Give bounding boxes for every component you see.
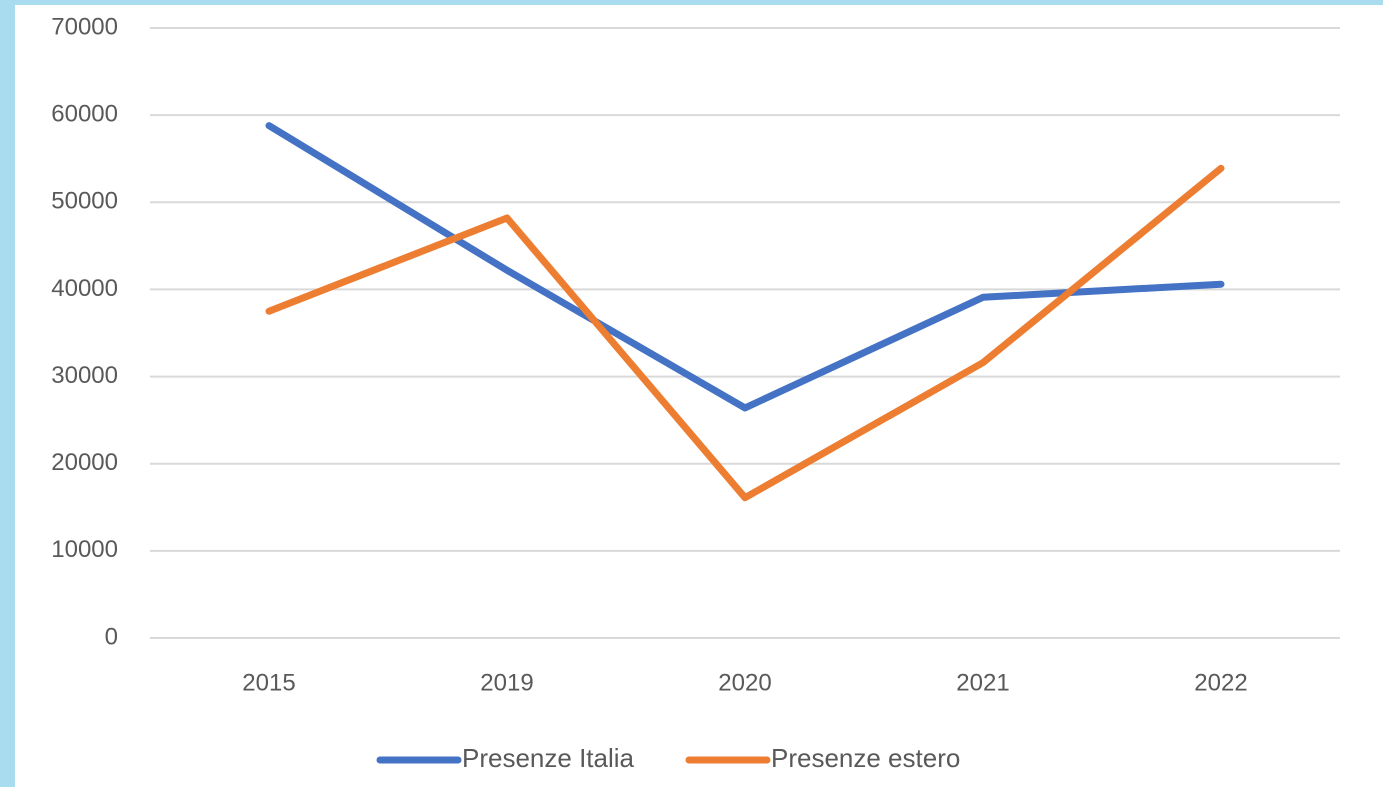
y-tick-label: 0 xyxy=(105,623,118,650)
x-tick-label: 2021 xyxy=(956,669,1009,696)
legend-label: Presenze estero xyxy=(771,743,960,773)
series-line xyxy=(265,122,1225,412)
y-tick-label: 60000 xyxy=(51,100,118,127)
y-tick-label: 40000 xyxy=(51,275,118,302)
legend-label: Presenze Italia xyxy=(462,743,635,773)
x-tick-label: 2022 xyxy=(1194,669,1247,696)
x-tick-label: 2020 xyxy=(718,669,771,696)
y-tick-label: 70000 xyxy=(51,13,118,40)
x-tick-label: 2019 xyxy=(480,669,533,696)
chart-background xyxy=(15,5,1383,787)
y-tick-label: 50000 xyxy=(51,188,118,215)
y-tick-label: 10000 xyxy=(51,536,118,563)
y-tick-label: 30000 xyxy=(51,362,118,389)
y-tick-label: 20000 xyxy=(51,449,118,476)
series-line xyxy=(265,164,1225,502)
x-tick-label: 2015 xyxy=(242,669,295,696)
